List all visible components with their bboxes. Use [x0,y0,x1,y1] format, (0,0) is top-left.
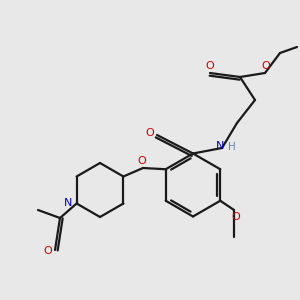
Text: O: O [137,156,146,167]
Text: N: N [63,199,72,208]
Text: O: O [261,61,270,71]
Text: N: N [216,141,225,151]
Text: O: O [43,247,52,256]
Text: O: O [206,61,214,71]
Text: H: H [228,142,236,152]
Text: O: O [145,128,154,139]
Text: O: O [231,212,240,222]
